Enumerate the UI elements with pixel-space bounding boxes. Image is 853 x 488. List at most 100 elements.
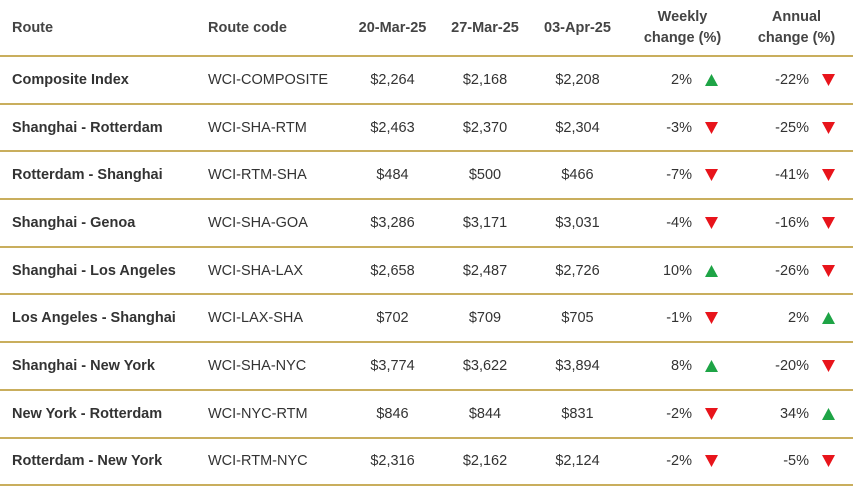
cell: $2,316 <box>345 437 440 487</box>
cell: WCI-SHA-LAX <box>200 246 345 296</box>
header-text: Route <box>12 19 54 36</box>
cell: $3,286 <box>345 199 440 248</box>
cell: $3,622 <box>440 342 530 391</box>
cell-text: Shanghai - Genoa <box>12 214 136 231</box>
change-value: -3% <box>666 119 692 136</box>
cell: -16% <box>740 199 853 248</box>
cell: -41% <box>740 151 853 201</box>
cell: $2,463 <box>345 103 440 153</box>
cell: WCI-LAX-SHA <box>200 294 345 344</box>
cell: 8% <box>625 342 740 391</box>
cell: $484 <box>345 151 440 201</box>
cell: $466 <box>530 151 625 201</box>
table-row: Shanghai - New York WCI-SHA-NYC $3,774 $3,6… <box>0 342 853 391</box>
cell: $831 <box>530 389 625 439</box>
down-arrow <box>705 312 718 325</box>
change-value: -41% <box>775 167 809 184</box>
cell: $2,162 <box>440 437 530 487</box>
route-name: Rotterdam - New York <box>0 437 200 487</box>
cell-text: $3,031 <box>555 214 600 231</box>
cell: 2% <box>740 294 853 344</box>
column-header: Route code <box>200 0 345 57</box>
up-arrow <box>705 359 718 372</box>
cell-text: $3,622 <box>462 357 508 374</box>
column-header: 03-Apr-25 <box>530 0 625 57</box>
cell-text: $846 <box>376 405 409 422</box>
cell-text: $466 <box>561 167 594 184</box>
cell: $705 <box>530 294 625 344</box>
cell: $2,658 <box>345 246 440 296</box>
route-name: Los Angeles - Shanghai <box>0 294 200 344</box>
change-cell: -3% <box>625 120 740 136</box>
change-value: -5% <box>783 453 809 470</box>
table-row: Composite Index WCI-COMPOSITE $2,264 $2,168… <box>0 56 853 105</box>
down-arrow <box>705 121 718 134</box>
cell: $3,774 <box>345 342 440 391</box>
cell: $844 <box>440 389 530 439</box>
cell-text: $709 <box>468 310 502 327</box>
cell-text: $831 <box>561 405 594 422</box>
change-value: -4% <box>666 214 692 231</box>
change-value: 2% <box>671 71 692 88</box>
change-cell: -22% <box>740 72 853 88</box>
change-value: -20% <box>775 357 809 374</box>
change-value: -7% <box>666 167 692 184</box>
cell: $3,031 <box>530 199 625 248</box>
cell-text: $3,894 <box>555 357 600 374</box>
down-arrow <box>705 407 718 420</box>
route-name: Rotterdam - Shanghai <box>0 151 200 201</box>
down-arrow <box>822 455 835 468</box>
down-arrow <box>705 455 718 468</box>
cell-text: $2,463 <box>370 119 415 136</box>
cell: -7% <box>625 151 740 201</box>
change-cell: -16% <box>740 215 853 231</box>
cell-text: $2,162 <box>462 453 508 470</box>
cell: -3% <box>625 103 740 153</box>
cell: $500 <box>440 151 530 201</box>
cell: $3,171 <box>440 199 530 248</box>
cell: -2% <box>625 437 740 487</box>
arrow-shape <box>705 216 718 229</box>
cell: $846 <box>345 389 440 439</box>
change-cell: -4% <box>625 215 740 231</box>
cell: WCI-SHA-GOA <box>200 199 345 248</box>
cell: 2% <box>625 56 740 105</box>
cell-text: $2,168 <box>462 71 508 88</box>
change-cell: -2% <box>625 406 740 422</box>
cell-text: $702 <box>376 310 409 327</box>
change-cell: -25% <box>740 120 853 136</box>
cell: $2,726 <box>530 246 625 296</box>
route-name: Shanghai - Genoa <box>0 199 200 248</box>
cell: 10% <box>625 246 740 296</box>
change-value: -2% <box>666 453 692 470</box>
table-row: Rotterdam - Shanghai WCI-RTM-SHA $484 $500 $… <box>0 151 853 201</box>
cell: $709 <box>440 294 530 344</box>
down-arrow <box>822 73 835 86</box>
cell-text: $2,304 <box>555 119 600 136</box>
change-cell: 2% <box>625 72 740 88</box>
arrow-shape <box>822 169 835 182</box>
cell: $2,124 <box>530 437 625 487</box>
arrow-shape <box>705 169 718 182</box>
cell-text: Rotterdam - New York <box>12 453 163 470</box>
cell-text: WCI-SHA-GOA <box>208 214 308 231</box>
column-header: Route <box>0 0 200 57</box>
change-cell: -1% <box>625 310 740 326</box>
up-arrow <box>705 73 718 86</box>
change-value: 2% <box>788 310 809 327</box>
cell: WCI-RTM-SHA <box>200 151 345 201</box>
cell: $2,304 <box>530 103 625 153</box>
header-text: Annual change (%) <box>757 8 836 46</box>
cell-text: WCI-RTM-NYC <box>208 453 308 470</box>
table-row: Los Angeles - Shanghai WCI-LAX-SHA $702 $70… <box>0 294 853 344</box>
down-arrow <box>822 264 835 277</box>
cell-text: WCI-RTM-SHA <box>208 167 307 184</box>
cell: WCI-COMPOSITE <box>200 56 345 105</box>
cell-text: WCI-LAX-SHA <box>208 310 304 327</box>
cell-text: Rotterdam - Shanghai <box>12 167 163 184</box>
down-arrow <box>705 216 718 229</box>
cell-text: Shanghai - Los Angeles <box>12 262 176 279</box>
cell-text: $2,658 <box>370 262 415 279</box>
route-name: New York - Rotterdam <box>0 389 200 439</box>
route-name: Shanghai - Los Angeles <box>0 246 200 296</box>
